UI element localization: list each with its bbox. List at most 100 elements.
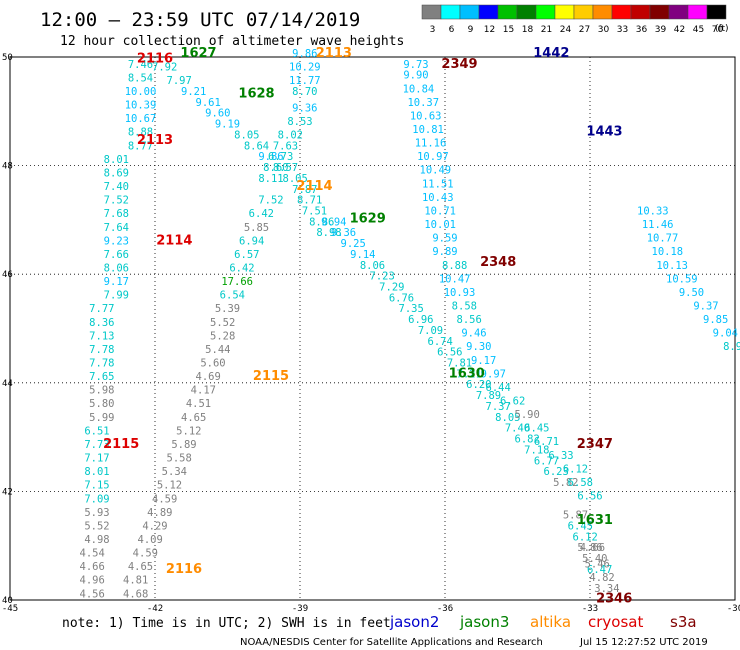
wave-height-value: 7.87 — [292, 184, 317, 196]
wave-height-value: 8.69 — [104, 167, 129, 179]
wave-height-value: 9.25 — [341, 238, 366, 250]
wave-height-value: 7.13 — [89, 330, 114, 342]
colorbar: 3 6 9 12 15 18 21 24 27 30 33 36 39 42 45 70 — [421, 4, 727, 35]
wave-height-value: 6.76 — [389, 292, 414, 304]
legend-altika: altika — [530, 613, 571, 631]
wave-height-value: 7.23 — [370, 271, 395, 283]
wave-height-value: 10.59 — [666, 273, 698, 285]
pass-label-s3a: 2346 — [596, 592, 632, 607]
wave-height-value: 8.01 — [84, 466, 109, 478]
wave-height-value: 6.42 — [249, 208, 274, 220]
wave-height-value: 8.88 — [128, 127, 153, 139]
wave-height-value: 7.77 — [89, 303, 114, 315]
wave-height-value: 5.89 — [171, 439, 196, 451]
wave-height-value: 5.28 — [210, 330, 235, 342]
wave-height-value: 7.51 — [302, 205, 327, 217]
pass-labels: 1442 1443 1627 1628 1629 1630 1631 2113 2114 2115… — [103, 46, 632, 607]
wave-height-value: 5.93 — [84, 507, 109, 519]
wave-height-value: 9.23 — [104, 235, 129, 247]
pass-label-s3a: 2348 — [480, 255, 516, 270]
colorbar-swatch — [535, 4, 556, 20]
x-tick-label: -45 — [2, 604, 18, 614]
wave-height-value: 9.46 — [461, 328, 486, 340]
colorbar-label: 27 — [579, 25, 590, 35]
wave-height-value: 9.50 — [679, 287, 704, 299]
wave-height-value: 6.73 — [268, 151, 293, 163]
wave-height-value: 8.36 — [89, 317, 114, 329]
wave-height-value: 8.05 — [495, 412, 520, 424]
wave-height-value: 11.46 — [642, 219, 674, 231]
wave-height-value: 5.98 — [89, 385, 114, 397]
pass-label-cryosat: 2115 — [103, 437, 139, 452]
pass-label-jason3: 1631 — [577, 513, 613, 528]
wave-height-value: 8.70 — [292, 86, 317, 98]
colorbar-swatch — [421, 4, 442, 20]
wave-height-value: 8.9 — [723, 341, 740, 353]
pass-label-cryosat: 2114 — [156, 233, 192, 248]
wave-height-value: 11.77 — [289, 75, 321, 87]
wave-height-value: 9.61 — [196, 97, 221, 109]
wave-height-value: 7.09 — [418, 325, 443, 337]
wave-height-value: 5.85 — [244, 222, 269, 234]
wave-height-value: 6.23 — [544, 466, 569, 478]
colorbar-swatch — [668, 4, 689, 20]
legend-jason3: jason3 — [459, 613, 509, 631]
wave-height-value: 6.33 — [548, 450, 573, 462]
y-tick-label: 42 — [2, 487, 13, 497]
wave-height-value: 9.36 — [292, 102, 317, 114]
wave-height-value: 4.56 — [80, 588, 105, 600]
wave-height-value: 6.57 — [234, 249, 259, 261]
wave-height-value: 10.00 — [125, 86, 157, 98]
wave-height-value: 7.21 — [457, 368, 482, 380]
colorbar-label: 6 — [449, 25, 455, 35]
wave-height-value: 5.58 — [167, 453, 192, 465]
wave-height-value: 7.81 — [447, 358, 472, 370]
wave-height-value: 10.39 — [125, 100, 157, 112]
colorbar-swatch — [687, 4, 708, 20]
wave-height-value: 6.74 — [428, 336, 453, 348]
wave-height-value: 9.97 — [481, 368, 506, 380]
legend: jason2 jason3 altika cryosat s3a — [389, 613, 697, 631]
wave-height-value: 7.66 — [104, 249, 129, 261]
wave-height-value: 7.37 — [486, 401, 511, 413]
wave-height-value: 10.84 — [403, 83, 435, 95]
chart-title: 12:00 – 23:59 UTC 07/14/2019 — [40, 9, 360, 31]
colorbar-label: 33 — [617, 25, 628, 35]
wave-height-value: 8.56 — [457, 314, 482, 326]
wave-height-value: 6.77 — [534, 455, 559, 467]
wave-height-value: 10.97 — [417, 151, 449, 163]
x-tick-label: -30 — [727, 604, 740, 614]
wave-height-value: 10.81 — [412, 124, 444, 136]
chart-subtitle: 12 hour collection of altimeter wave hei… — [60, 34, 404, 49]
wave-height-value: 10.37 — [407, 97, 439, 109]
wave-height-value: 8.86 — [309, 216, 334, 228]
colorbar-label: 9 — [468, 25, 474, 35]
wave-height-value: 6.47 — [587, 564, 612, 576]
wave-height-value: 6.58 — [568, 477, 593, 489]
wave-height-value: 4.54 — [80, 548, 105, 560]
wave-height-value: 9.90 — [403, 70, 428, 82]
wave-height-value: 7.89 — [476, 390, 501, 402]
wave-height-value: 9.04 — [713, 328, 738, 340]
y-tick-label: 40 — [2, 596, 13, 606]
wave-height-value: 7.35 — [399, 303, 424, 315]
wave-height-value: 5.80 — [89, 398, 114, 410]
wave-height-value: 5.60 — [200, 358, 225, 370]
wave-height-value: 10.71 — [424, 205, 456, 217]
wave-height-value: 10.63 — [410, 110, 442, 122]
wave-height-value: 8.88 — [442, 260, 467, 272]
y-tick-label: 44 — [2, 379, 13, 389]
wave-height-value: 5.52 — [210, 317, 235, 329]
wave-height-value: 7.18 — [524, 444, 549, 456]
wave-height-value: 4.51 — [186, 398, 211, 410]
wave-height-value: 10.47 — [439, 273, 471, 285]
wave-height-value: 4.09 — [138, 534, 163, 546]
wave-height-value: 6.20 — [466, 379, 491, 391]
wave-height-value: 6.12 — [563, 463, 588, 475]
pass-label-jason3: 1629 — [350, 212, 386, 227]
colorbar-swatch — [649, 4, 670, 20]
wave-height-value: 4.82 — [589, 572, 614, 584]
colorbar-label: 18 — [522, 25, 534, 35]
pass-label-altika: 2113 — [316, 46, 352, 61]
wave-height-value: 5.86 — [577, 542, 602, 554]
